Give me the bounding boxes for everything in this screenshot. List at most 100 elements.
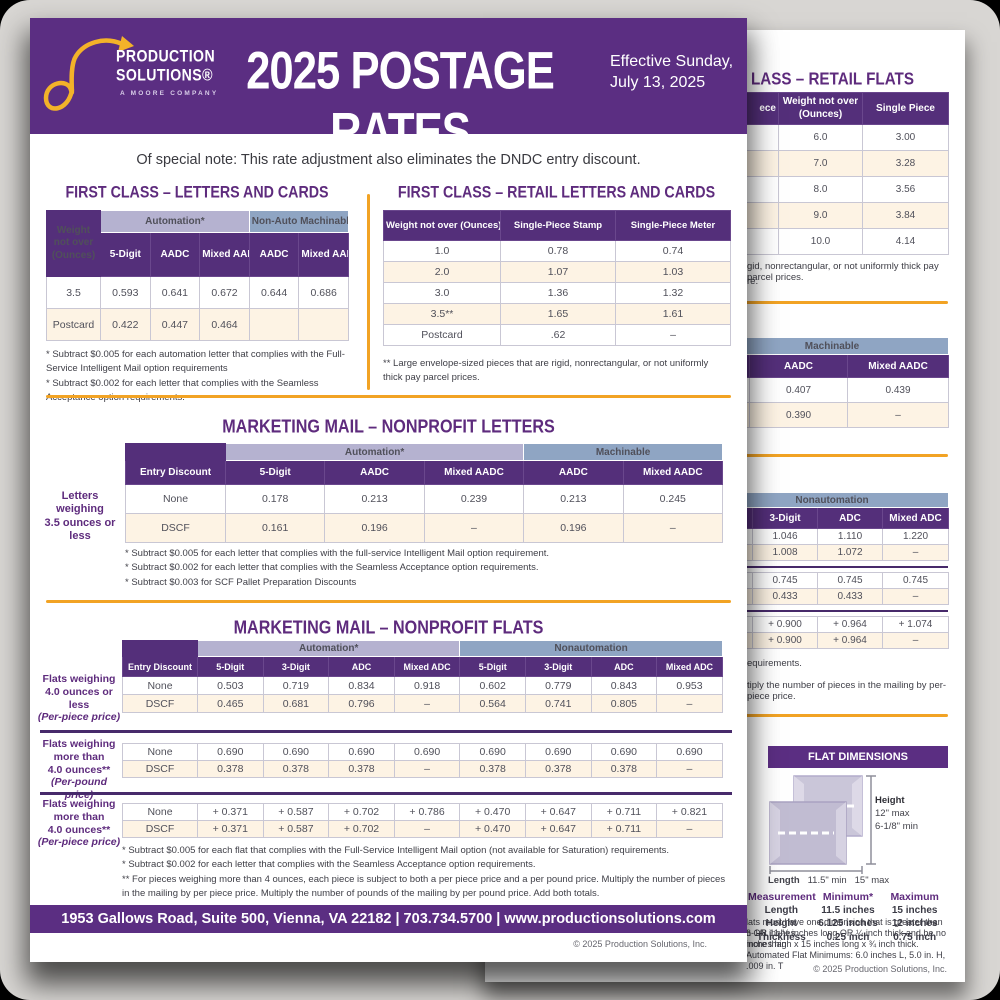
header-cell: Mixed ADC (393, 656, 461, 677)
header-cell: Mixed AADC (199, 232, 250, 277)
cell: 0.843 (590, 676, 658, 695)
cell: + 0.900 (752, 616, 818, 633)
cell: + 0.821 (656, 803, 723, 821)
table-row: Thickness 0.25 inch 0.75 inch (748, 931, 948, 945)
section-title: MARKETING MAIL – NONPROFIT LETTERS (222, 416, 555, 437)
cell: 0.745 (752, 572, 818, 589)
footnote: ** For pieces weighing more than 4 ounce… (122, 873, 726, 899)
cell: 9.0 (778, 202, 863, 229)
cell: 0.779 (524, 676, 592, 695)
flats-rule-text-fragment: lats must have one dimension that is gre… (746, 917, 943, 938)
cell: + 0.900 (752, 632, 818, 649)
cell: 12 inches (891, 918, 938, 930)
group-header-cell: Nonautomation (459, 640, 723, 657)
header-cell: Mixed AADC (846, 354, 950, 378)
header-cell: 5-Digit (197, 656, 264, 677)
cell: + 0.371 (197, 820, 264, 838)
corner-header-cell: Weight not over (Ounces) (46, 210, 101, 277)
cell: 0.503 (197, 676, 264, 695)
cell: 0.686 (298, 276, 349, 309)
cell: .62 (500, 324, 616, 346)
table-row: + 0.900 + 0.964– (715, 632, 949, 649)
cell: 3.84 (862, 202, 949, 229)
cell: 0.690 (459, 743, 526, 761)
header-cell: Mixed AADC (423, 460, 525, 485)
cell: 0.690 (328, 743, 395, 761)
cell: + 0.711 (590, 803, 658, 821)
group-header-row: Automation* Machinable (125, 443, 723, 461)
block-divider (715, 566, 948, 568)
group-header-cell: Machinable (523, 443, 723, 461)
header-cell: Entry Discount (125, 460, 226, 485)
header-cell: 5-Digit (459, 656, 526, 677)
flats-b-side-label: Flats weighing more than 4.0 ounces** (P… (36, 738, 122, 802)
first-class-letters-table: Weight not over (Ounces) Automation* Non… (46, 210, 349, 341)
cell: Length (764, 904, 798, 916)
side-label-line: more than (53, 750, 105, 763)
side-label-line: (Per-piece price) (37, 711, 121, 724)
cell: 0.245 (622, 484, 723, 514)
cell: + 0.702 (328, 803, 395, 821)
cell: 0.161 (224, 513, 326, 543)
flats-c-side-label: Flats weighing more than 4.0 ounces** (P… (36, 798, 122, 849)
side-label-line: Flats weighing (42, 798, 116, 810)
cell: 0.433 (817, 588, 883, 605)
cell: + 0.470 (459, 803, 526, 821)
table-row: Postcard 0.422 0.447 0.464 (46, 308, 349, 341)
cell: 0.447 (149, 308, 201, 341)
effective-date: Effective Sunday, July 13, 2025 (610, 52, 733, 94)
header-cell: AADC (523, 460, 624, 485)
cell: – (393, 694, 461, 713)
effective-date-line1: Effective Sunday, (610, 53, 734, 70)
nonprofit-flats-footnotes: * Subtract $0.005 for each flat that com… (122, 844, 730, 901)
letters-weight-side-label: Letters weighing 3.5 ounces or less (38, 490, 122, 544)
block-divider (40, 730, 732, 733)
cell (298, 308, 349, 341)
height-label: Height (875, 795, 905, 806)
cell: 3.5 (46, 276, 101, 309)
header-cell: 5-Digit (224, 460, 326, 485)
header-cell: Single-Piece Meter (615, 210, 731, 241)
table-row: 0.745 0.745 0.745 (715, 572, 949, 589)
cell: 0.593 (100, 276, 151, 309)
cell: 0.213 (523, 484, 624, 514)
flat-dimensions-header: FLAT DIMENSIONS (768, 746, 948, 768)
cell: 0.564 (459, 694, 526, 713)
table-row: 6.0 3.00 (715, 124, 949, 151)
cell: 0.690 (393, 743, 461, 761)
front-page: PRODUCTION SOLUTIONS® A MOORE COMPANY 20… (30, 18, 747, 962)
footnote-fragment: re. (747, 276, 759, 287)
cell: None (122, 676, 198, 695)
cell: 0.78 (500, 240, 616, 262)
header-cell: 3-Digit (262, 656, 330, 677)
cell: 4.14 (862, 228, 949, 255)
cell: 0.681 (262, 694, 330, 713)
corner-blank-cell (122, 640, 198, 657)
length-dimension-label: Length 11.5" min 15" max (768, 875, 948, 886)
nonprofit-flats-table: Automation* Nonautomation Entry Discount… (122, 640, 723, 713)
cell: 0.407 (749, 377, 848, 403)
table-row: Length 11.5 inches 15 inches (748, 904, 948, 918)
copyright-text: © 2025 Production Solutions, Inc. (813, 964, 947, 974)
table-header-row: AADC Mixed AADC (715, 354, 950, 378)
table-header-row: Entry Discount 5-Digit AADC Mixed AADC A… (125, 460, 723, 485)
header-cell: Single Piece (862, 92, 949, 125)
side-label-line: 3.5 ounces or less (44, 516, 116, 543)
header-cell: Weight not over (Ounces) (383, 210, 501, 241)
cell: 6.125 inches (818, 918, 878, 930)
effective-date-line2: July 13, 2025 (610, 73, 706, 91)
cell: 0.796 (328, 694, 395, 713)
table-row: 10.0 4.14 (715, 228, 949, 255)
cell: – (615, 324, 731, 346)
cell: 0.464 (199, 308, 250, 341)
cell: 0.805 (590, 694, 658, 713)
logo-tagline: A MOORE COMPANY (120, 90, 219, 97)
table-row: DSCF + 0.371 + 0.587 + 0.702– + 0.470 + 0.647… (122, 820, 723, 838)
flats-rule-text-fragment: inches high x 15 inches long x ¾ inch th… (746, 939, 919, 949)
side-label-line: 4.0 ounces** (47, 823, 111, 836)
table-row: Height 6.125 inches 12 inches (748, 917, 948, 931)
cell: + 0.587 (262, 803, 330, 821)
table-row: None + 0.371 + 0.587 + 0.702 + 0.786 + 0.470 +… (122, 803, 723, 821)
table-row: 9.0 3.84 (715, 202, 949, 229)
table-header-row: Weight not over (Ounces) Single-Piece St… (383, 210, 731, 241)
